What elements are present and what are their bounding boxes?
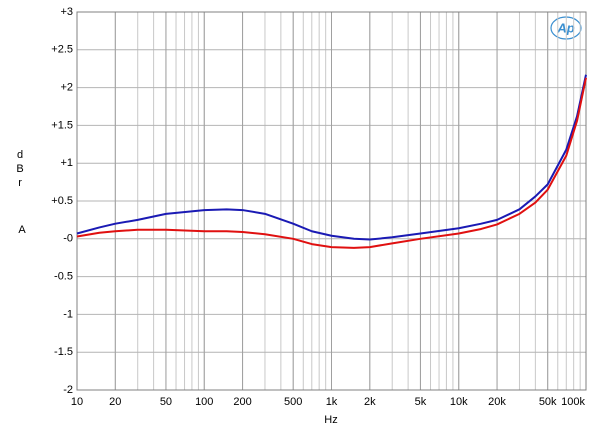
series-line [76, 74, 587, 241]
x-tick-label: 200 [233, 396, 251, 408]
y-tick-label: -1 [63, 308, 73, 320]
y-tick-label: +2.5 [51, 44, 73, 56]
y-tick-label: +2 [60, 82, 73, 94]
plot-frame [76, 11, 587, 391]
x-tick-label: 50k [539, 396, 557, 408]
x-tick-label: 2k [364, 396, 376, 408]
x-tick-label: 50 [160, 396, 172, 408]
y-tick-label: +3 [60, 6, 73, 18]
y-tick-label: +1 [60, 157, 73, 169]
x-tick-label: 100 [195, 396, 213, 408]
y-tick-label: +1.5 [51, 119, 73, 131]
y-tick-label: -1.5 [54, 346, 73, 358]
x-tick-label: 100k [561, 396, 585, 408]
series-line [76, 77, 587, 249]
y-tick-label: -0.5 [54, 271, 73, 283]
logo: Ap [556, 20, 574, 35]
x-tick-label: 5k [415, 396, 427, 408]
y-axis-unit: A [18, 224, 26, 236]
y-tick-label: +0.5 [51, 195, 73, 207]
x-tick-label: 10 [71, 396, 83, 408]
x-tick-label: 20 [109, 396, 121, 408]
y-tick-label: -0 [63, 233, 73, 245]
x-tick-label: 500 [284, 396, 302, 408]
x-tick-label: 10k [450, 396, 468, 408]
x-tick-label: 1k [326, 396, 338, 408]
y-tick-label: -2 [63, 384, 73, 396]
y-axis-label: dBr [14, 149, 26, 191]
x-axis-label: Hz [324, 414, 337, 426]
x-tick-label: 20k [488, 396, 506, 408]
